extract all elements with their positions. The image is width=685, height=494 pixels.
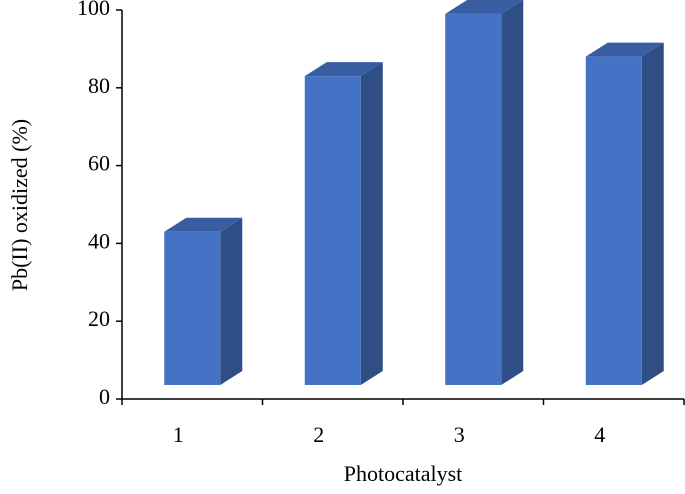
- bar-side: [501, 0, 524, 385]
- x-tick-label: 3: [454, 422, 465, 447]
- y-tick-label: 80: [88, 73, 110, 98]
- y-axis-label: Pb(II) oxidized (%): [7, 119, 32, 291]
- x-tick-label: 4: [594, 422, 605, 447]
- bar-side: [641, 42, 664, 386]
- bar-front: [445, 13, 502, 385]
- y-tick-label: 0: [99, 384, 110, 409]
- y-tick-label: 40: [88, 228, 110, 253]
- bar: [445, 0, 524, 385]
- y-tick-label: 100: [77, 0, 110, 20]
- bar-side: [220, 217, 243, 385]
- bar-front: [304, 76, 361, 385]
- bar-side: [360, 62, 383, 385]
- bar: [164, 217, 243, 385]
- x-tick-label: 1: [173, 422, 184, 447]
- bar-top: [445, 0, 524, 14]
- bar: [304, 62, 383, 385]
- y-tick-label: 60: [88, 151, 110, 176]
- bar: [585, 42, 664, 386]
- y-tick-label: 20: [88, 306, 110, 331]
- bar-top: [164, 217, 243, 232]
- bar-front: [164, 231, 221, 385]
- x-axis-label: Photocatalyst: [344, 461, 463, 486]
- bar-front: [585, 56, 642, 386]
- bar-top: [304, 62, 383, 77]
- bar-top: [585, 42, 664, 57]
- x-tick-label: 2: [313, 422, 324, 447]
